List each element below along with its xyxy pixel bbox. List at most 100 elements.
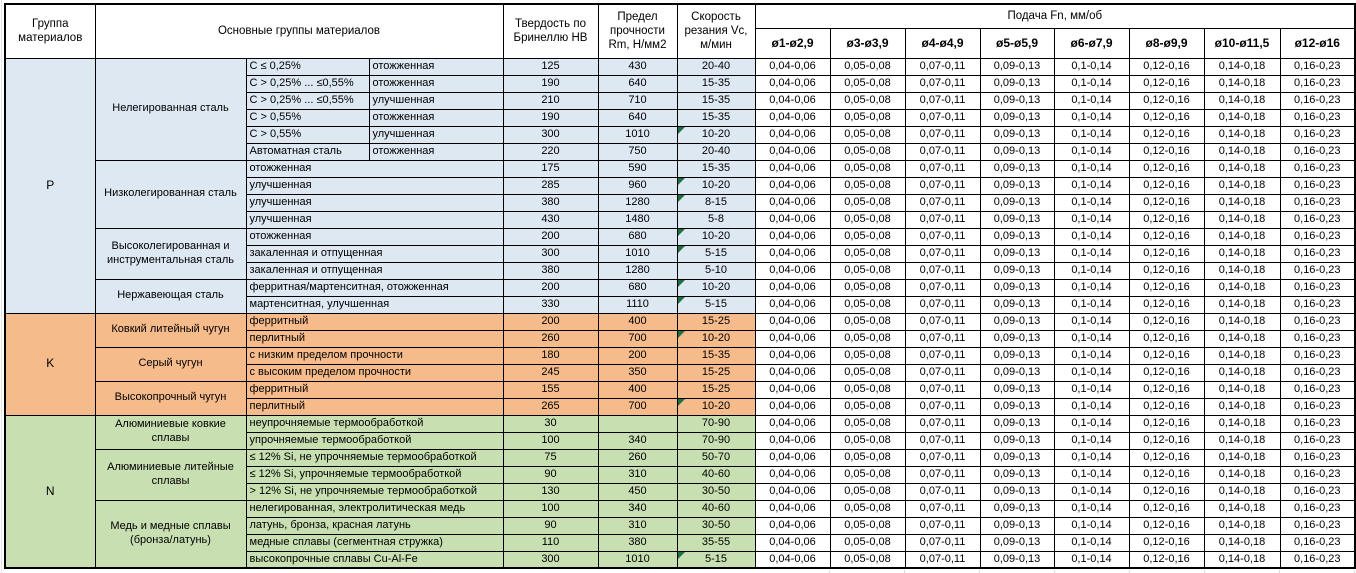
feed-cell[interactable]: 0,05-0,08 — [829, 346, 906, 365]
feed-cell[interactable]: 0,09-0,13 — [979, 159, 1055, 178]
feed-cell[interactable]: 0,07-0,11 — [904, 244, 981, 263]
feed-cell[interactable]: 0,16-0,23 — [1279, 363, 1356, 382]
hardness-cell[interactable]: 380 — [502, 261, 599, 280]
hardness-cell[interactable]: 200 — [502, 278, 599, 297]
strength-cell[interactable]: 700 — [597, 397, 678, 416]
feed-cell[interactable]: 0,16-0,23 — [1279, 176, 1356, 195]
speed-cell[interactable]: 15-35 — [676, 159, 756, 178]
spec-cell[interactable]: Автоматная сталь — [245, 142, 370, 161]
strength-cell[interactable]: 590 — [597, 159, 678, 178]
feed-cell[interactable]: 0,1-0,14 — [1053, 261, 1130, 280]
feed-cell[interactable]: 0,1-0,14 — [1053, 363, 1130, 382]
feed-cell[interactable]: 0,14-0,18 — [1203, 261, 1281, 280]
feed-cell[interactable]: 0,12-0,16 — [1128, 499, 1205, 518]
feed-cell[interactable]: 0,05-0,08 — [829, 329, 906, 348]
feed-cell[interactable]: 0,1-0,14 — [1053, 210, 1130, 229]
feed-cell[interactable]: 0,12-0,16 — [1128, 210, 1205, 229]
feed-cell[interactable]: 0,12-0,16 — [1128, 159, 1205, 178]
spec-cell[interactable]: латунь, бронза, красная латунь — [245, 516, 504, 535]
feed-cell[interactable]: 0,09-0,13 — [979, 125, 1055, 144]
hardness-cell[interactable]: 30 — [502, 414, 599, 433]
feed-cell[interactable]: 0,14-0,18 — [1203, 329, 1281, 348]
condition-cell[interactable]: отожженная — [368, 108, 504, 127]
feed-cell[interactable]: 0,14-0,18 — [1203, 380, 1281, 399]
feed-cell[interactable]: 0,1-0,14 — [1053, 74, 1130, 93]
spec-cell[interactable]: перлитный — [245, 329, 504, 348]
feed-cell[interactable]: 0,04-0,06 — [754, 499, 831, 518]
feed-cell[interactable]: 0,05-0,08 — [829, 227, 906, 246]
feed-cell[interactable]: 0,14-0,18 — [1203, 159, 1281, 178]
speed-cell[interactable]: 70-90 — [676, 431, 756, 450]
feed-cell[interactable]: 0,09-0,13 — [979, 227, 1055, 246]
strength-cell[interactable]: 340 — [597, 431, 678, 450]
feed-cell[interactable]: 0,14-0,18 — [1203, 74, 1281, 93]
hardness-cell[interactable]: 130 — [502, 482, 599, 501]
feed-cell[interactable]: 0,16-0,23 — [1279, 227, 1356, 246]
feed-cell[interactable]: 0,16-0,23 — [1279, 346, 1356, 365]
feed-cell[interactable]: 0,12-0,16 — [1128, 329, 1205, 348]
feed-cell[interactable]: 0,09-0,13 — [979, 346, 1055, 365]
feed-cell[interactable]: 0,14-0,18 — [1203, 414, 1281, 433]
speed-cell[interactable]: 15-35 — [676, 91, 756, 110]
feed-cell[interactable]: 0,05-0,08 — [829, 431, 906, 450]
header-feed-d8[interactable]: ø12-ø16 — [1279, 27, 1356, 59]
feed-cell[interactable]: 0,04-0,06 — [754, 159, 831, 178]
header-main-groups-column[interactable]: Основные группы материалов — [94, 3, 504, 59]
feed-cell[interactable]: 0,12-0,16 — [1128, 397, 1205, 416]
strength-cell[interactable]: 680 — [597, 278, 678, 297]
spec-cell[interactable]: медные сплавы (сегментная стружка) — [245, 533, 504, 552]
feed-cell[interactable]: 0,09-0,13 — [979, 193, 1055, 212]
strength-cell[interactable]: 400 — [597, 380, 678, 399]
feed-cell[interactable]: 0,05-0,08 — [829, 312, 906, 331]
feed-cell[interactable]: 0,14-0,18 — [1203, 244, 1281, 263]
feed-cell[interactable]: 0,16-0,23 — [1279, 74, 1356, 93]
hardness-cell[interactable]: 260 — [502, 329, 599, 348]
speed-cell[interactable]: 35-55 — [676, 533, 756, 552]
feed-cell[interactable]: 0,1-0,14 — [1053, 380, 1130, 399]
header-feed-d3[interactable]: ø4-ø4,9 — [904, 27, 981, 59]
hardness-cell[interactable]: 200 — [502, 312, 599, 331]
feed-cell[interactable]: 0,05-0,08 — [829, 193, 906, 212]
feed-cell[interactable]: 0,09-0,13 — [979, 329, 1055, 348]
feed-cell[interactable]: 0,04-0,06 — [754, 244, 831, 263]
hardness-cell[interactable]: 190 — [502, 108, 599, 127]
feed-cell[interactable]: 0,09-0,13 — [979, 363, 1055, 382]
feed-cell[interactable]: 0,14-0,18 — [1203, 176, 1281, 195]
speed-cell[interactable]: 5-15 — [676, 295, 756, 314]
subgroup-cell[interactable]: Высокопрочный чугун — [94, 380, 247, 416]
feed-cell[interactable]: 0,14-0,18 — [1203, 397, 1281, 416]
feed-cell[interactable]: 0,09-0,13 — [979, 499, 1055, 518]
feed-cell[interactable]: 0,09-0,13 — [979, 431, 1055, 450]
feed-cell[interactable]: 0,14-0,18 — [1203, 465, 1281, 484]
feed-cell[interactable]: 0,16-0,23 — [1279, 193, 1356, 212]
speed-cell[interactable]: 20-40 — [676, 57, 756, 76]
feed-cell[interactable]: 0,05-0,08 — [829, 482, 906, 501]
feed-cell[interactable]: 0,1-0,14 — [1053, 108, 1130, 127]
feed-cell[interactable]: 0,07-0,11 — [904, 329, 981, 348]
feed-cell[interactable]: 0,09-0,13 — [979, 244, 1055, 263]
feed-cell[interactable]: 0,14-0,18 — [1203, 57, 1281, 76]
feed-cell[interactable]: 0,12-0,16 — [1128, 193, 1205, 212]
strength-cell[interactable]: 680 — [597, 227, 678, 246]
hardness-cell[interactable]: 190 — [502, 74, 599, 93]
feed-cell[interactable]: 0,1-0,14 — [1053, 227, 1130, 246]
feed-cell[interactable]: 0,1-0,14 — [1053, 482, 1130, 501]
feed-cell[interactable]: 0,1-0,14 — [1053, 244, 1130, 263]
feed-cell[interactable]: 0,14-0,18 — [1203, 278, 1281, 297]
feed-cell[interactable]: 0,09-0,13 — [979, 465, 1055, 484]
hardness-cell[interactable]: 220 — [502, 142, 599, 161]
feed-cell[interactable]: 0,07-0,11 — [904, 414, 981, 433]
spec-cell[interactable]: ≤ 12% Si, упрочняемые термообработкой — [245, 465, 504, 484]
feed-cell[interactable]: 0,05-0,08 — [829, 380, 906, 399]
feed-cell[interactable]: 0,07-0,11 — [904, 431, 981, 450]
feed-cell[interactable]: 0,1-0,14 — [1053, 414, 1130, 433]
hardness-cell[interactable]: 380 — [502, 193, 599, 212]
feed-cell[interactable]: 0,05-0,08 — [829, 159, 906, 178]
feed-cell[interactable]: 0,05-0,08 — [829, 448, 906, 467]
feed-cell[interactable]: 0,07-0,11 — [904, 193, 981, 212]
feed-cell[interactable]: 0,09-0,13 — [979, 108, 1055, 127]
feed-cell[interactable]: 0,04-0,06 — [754, 550, 831, 569]
feed-cell[interactable]: 0,07-0,11 — [904, 74, 981, 93]
subgroup-cell[interactable]: Нержавеющая сталь — [94, 278, 247, 314]
spec-cell[interactable]: закаленная и отпущенная — [245, 244, 504, 263]
